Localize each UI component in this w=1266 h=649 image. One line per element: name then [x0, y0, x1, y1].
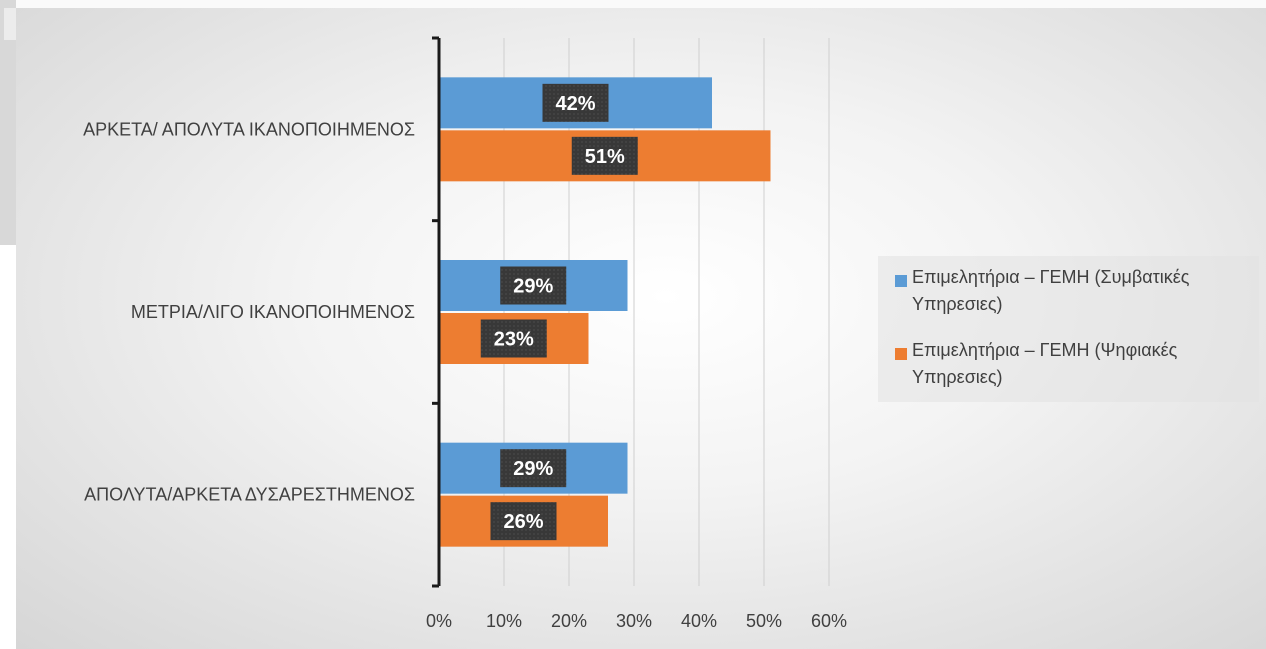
category-labels: ΑΡΚΕΤΑ/ ΑΠΟΛΥΤΑ ΙΚΑΝΟΠΟΙΗΜΕΝΟΣ ΜΕΤΡΙΑ/ΛΙΓ… [83, 119, 415, 504]
x-tick-label: 60% [811, 611, 847, 631]
legend-label-conventional-line2: Υπηρεσιες) [912, 294, 1003, 314]
data-label-box [500, 266, 567, 305]
legend-label-conventional: Επιμελητήρια – ΓΕΜΗ (Συμβατικές Υπηρεσιε… [912, 264, 1257, 318]
left-edge-strip [0, 0, 16, 245]
category-label: ΑΠΟΛΥΤΑ/ΑΡΚΕΤΑ ΔΥΣΑΡΕΣΤΗΜΕΝΟΣ [84, 485, 415, 505]
gridlines [503, 38, 830, 586]
y-axis [432, 36, 441, 588]
x-tick-label: 50% [746, 611, 782, 631]
data-label-box [500, 449, 567, 488]
legend-item-conventional: Επιμελητήρια – ΓΕΜΗ (Συμβατικές Υπηρεσιε… [878, 264, 1259, 318]
data-label-box [490, 502, 557, 541]
x-tick-label: 40% [681, 611, 717, 631]
data-label: 26% [503, 511, 543, 533]
x-tick-label: 20% [551, 611, 587, 631]
legend-label-conventional-line1: Επιμελητήρια – ΓΕΜΗ (Συμβατικές [912, 267, 1190, 287]
data-label: 23% [494, 329, 534, 351]
x-tick-label: 30% [616, 611, 652, 631]
data-labels: 42% 51% 29% 23% 29% 26% [480, 83, 638, 541]
data-label-box [571, 136, 638, 175]
left-edge-strip-tab [4, 8, 16, 40]
legend: Επιμελητήρια – ΓΕΜΗ (Συμβατικές Υπηρεσιε… [878, 256, 1259, 402]
data-label: 51% [585, 146, 625, 168]
legend-label-digital: Επιμελητήρια – ΓΕΜΗ (Ψηφιακές Υπηρεσιες) [912, 337, 1257, 391]
legend-swatch-conventional [895, 275, 907, 287]
data-label: 29% [513, 276, 553, 298]
legend-label-digital-line1: Επιμελητήρια – ΓΕΜΗ (Ψηφιακές [912, 340, 1178, 360]
data-label-box [480, 319, 547, 358]
data-label: 42% [555, 93, 595, 115]
x-tick-labels: 0% 10% 20% 30% 40% 50% 60% [426, 611, 847, 631]
legend-label-digital-line2: Υπηρεσιες) [912, 367, 1003, 387]
category-label: ΜΕΤΡΙΑ/ΛΙΓΟ ΙΚΑΝΟΠΟΙΗΜΕΝΟΣ [131, 302, 415, 322]
data-label-box [542, 83, 609, 122]
legend-item-digital: Επιμελητήρια – ΓΕΜΗ (Ψηφιακές Υπηρεσιες) [878, 337, 1259, 391]
x-tick-label: 10% [486, 611, 522, 631]
legend-swatch-digital [895, 348, 907, 360]
category-label: ΑΡΚΕΤΑ/ ΑΠΟΛΥΤΑ ΙΚΑΝΟΠΟΙΗΜΕΝΟΣ [83, 119, 415, 139]
x-tick-label: 0% [426, 611, 452, 631]
data-label: 29% [513, 458, 553, 480]
